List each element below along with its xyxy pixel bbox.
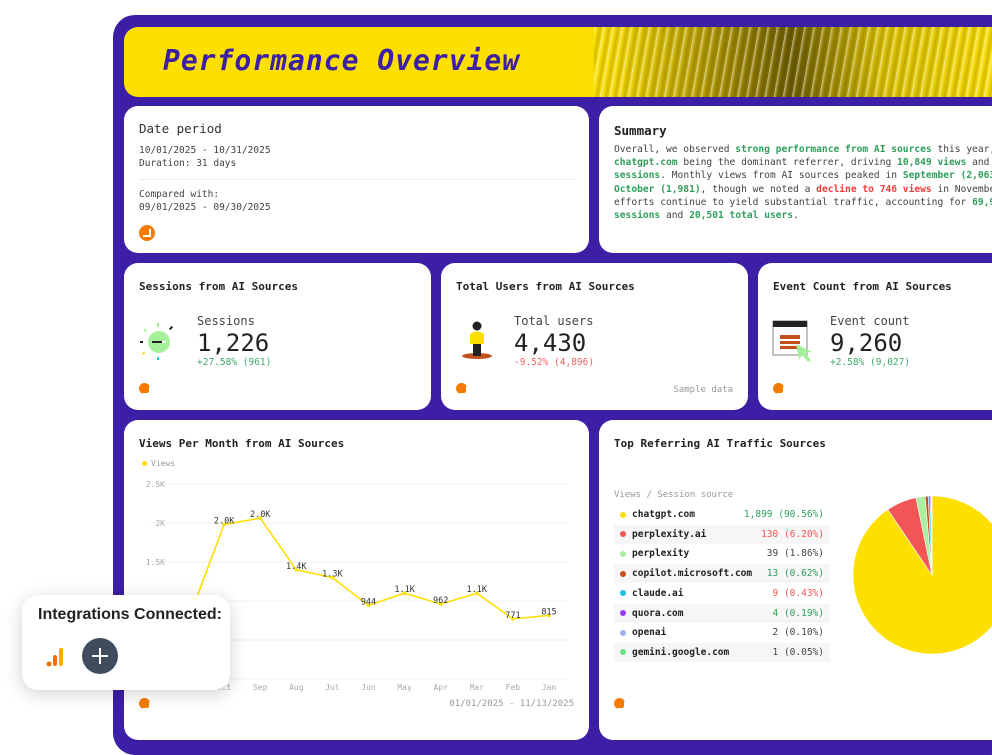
source-color-dot	[620, 571, 626, 577]
source-row[interactable]: openai 2 (0.10%)	[614, 623, 830, 642]
source-name: perplexity	[632, 548, 767, 559]
source-row[interactable]: claude.ai 9 (0.43%)	[614, 584, 830, 603]
data-label: 815	[541, 607, 556, 617]
y-tick-label: 2.5K	[146, 480, 165, 489]
source-color-dot	[620, 610, 626, 616]
sources-card: Top Referring AI Traffic Sources Views /…	[599, 420, 992, 740]
sources-header: Views / Session source	[614, 490, 733, 500]
data-label: 2.0K	[214, 516, 235, 526]
source-name: claude.ai	[632, 588, 773, 599]
source-name: chatgpt.com	[632, 509, 744, 520]
x-tick-label: Aug	[289, 683, 304, 692]
integrations-title: Integrations Connected:	[38, 606, 222, 624]
source-value: 1 (0.05%)	[773, 647, 830, 658]
source-row[interactable]: perplexity.ai 130 (6.20%)	[614, 525, 830, 544]
source-row[interactable]: perplexity 39 (1.86%)	[614, 544, 830, 563]
x-tick-label: Feb	[506, 683, 521, 692]
source-value: 9 (0.43%)	[773, 588, 830, 599]
google-analytics-icon[interactable]	[46, 647, 64, 667]
source-color-dot	[620, 649, 626, 655]
card-title: Top Referring AI Traffic Sources	[614, 437, 826, 450]
source-name: openai	[632, 627, 773, 638]
data-label: 1.4K	[286, 562, 307, 572]
integrations-popup: Integrations Connected:	[22, 595, 230, 690]
source-name: copilot.microsoft.com	[632, 568, 767, 579]
y-tick-label: 2K	[155, 519, 165, 528]
add-integration-button[interactable]	[82, 638, 118, 674]
x-tick-label: Jul	[325, 683, 340, 692]
x-tick-label: Sep	[253, 683, 268, 692]
source-row[interactable]: copilot.microsoft.com 13 (0.62%)	[614, 564, 830, 583]
source-name: quora.com	[632, 608, 773, 619]
source-value: 2 (0.10%)	[773, 627, 830, 638]
source-color-dot	[620, 512, 626, 518]
source-value: 13 (0.62%)	[767, 568, 830, 579]
source-value: 39 (1.86%)	[767, 548, 830, 559]
data-label: 962	[433, 596, 448, 606]
source-row[interactable]: quora.com 4 (0.19%)	[614, 604, 830, 623]
x-tick-label: May	[397, 683, 412, 692]
source-color-dot	[620, 551, 626, 557]
source-color-dot	[620, 590, 626, 596]
x-tick-label: Jun	[361, 683, 376, 692]
data-label: 944	[361, 597, 376, 607]
data-label: 1.3K	[322, 570, 343, 580]
source-row[interactable]: gemini.google.com 1 (0.05%)	[614, 643, 830, 662]
source-value: 4 (0.19%)	[773, 608, 830, 619]
data-label: 2.0K	[250, 510, 271, 520]
source-value: 130 (6.20%)	[761, 529, 830, 540]
source-color-dot	[620, 531, 626, 537]
source-name: perplexity.ai	[632, 529, 761, 540]
source-row[interactable]: chatgpt.com 1,899 (90.56%)	[614, 505, 830, 524]
google-analytics-icon	[614, 698, 625, 709]
source-value: 1,899 (90.56%)	[744, 509, 830, 520]
x-tick-label: Jan	[542, 683, 557, 692]
data-label: 771	[505, 611, 520, 621]
y-tick-label: 1.5K	[146, 558, 165, 567]
x-tick-label: Mar	[470, 683, 485, 692]
data-label: 1.1K	[467, 585, 488, 595]
x-tick-label: Apr	[433, 683, 448, 692]
source-name: gemini.google.com	[632, 647, 773, 658]
source-color-dot	[620, 630, 626, 636]
sources-pie-chart	[849, 492, 992, 662]
data-label: 1.1K	[394, 585, 415, 595]
